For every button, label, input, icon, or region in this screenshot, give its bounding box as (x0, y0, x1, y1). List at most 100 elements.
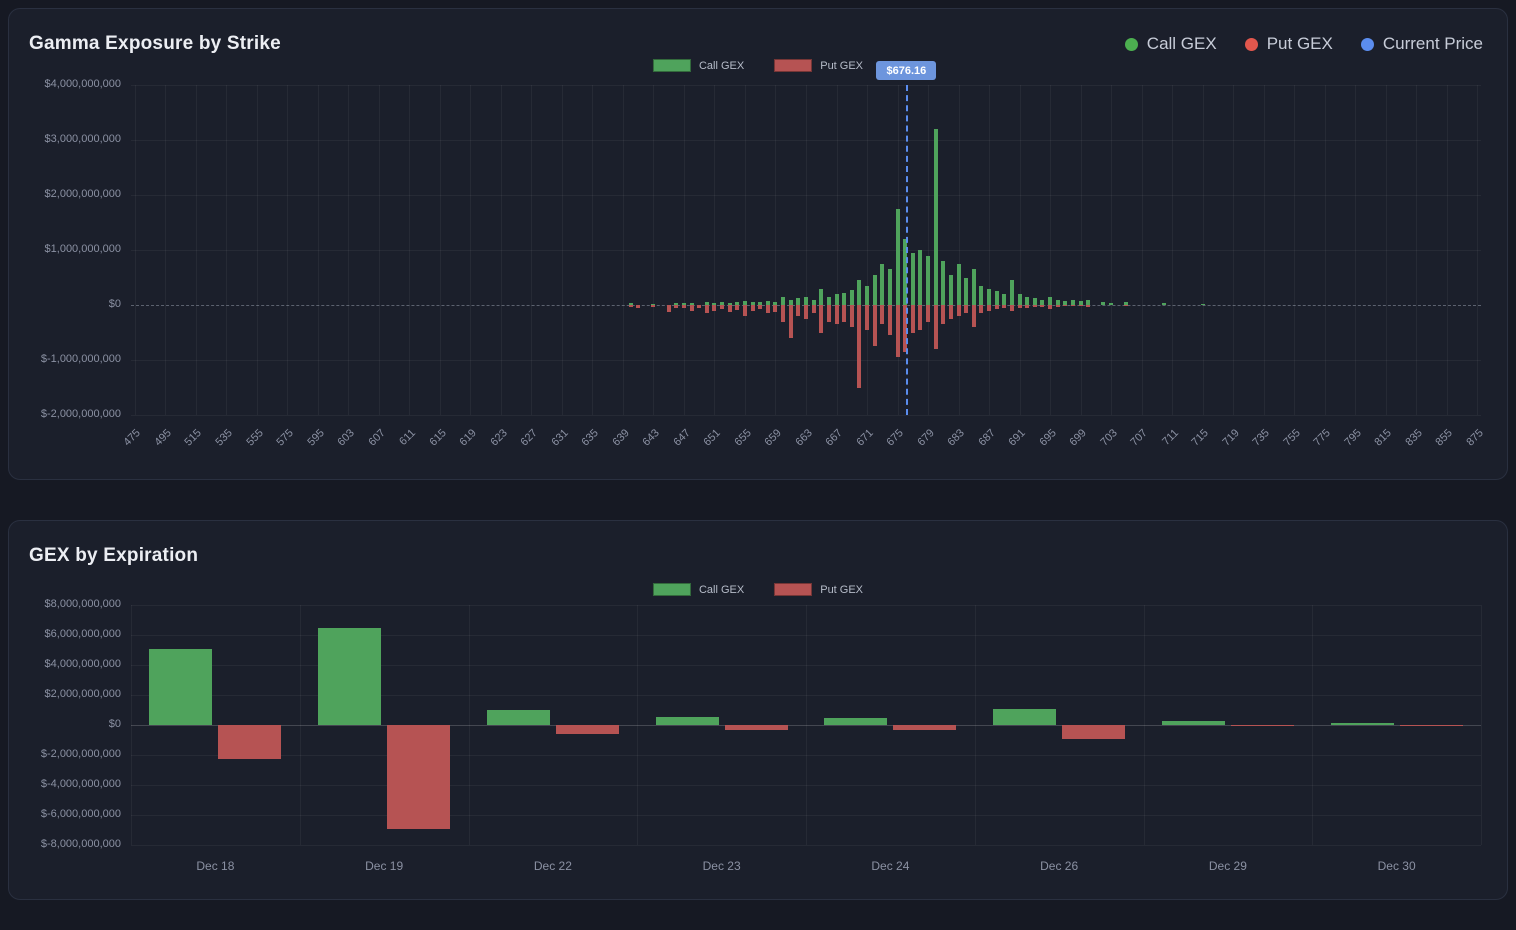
call-bar (849, 289, 854, 305)
call-bar (865, 285, 870, 305)
y-tick-label: $1,000,000,000 (44, 243, 121, 255)
x-gridline (1416, 85, 1418, 415)
put-bar (773, 305, 778, 312)
call-bar (735, 302, 740, 305)
call-bar (712, 302, 717, 305)
x-tick-label: 635 (579, 427, 601, 449)
x-tick-label: 835 (1403, 427, 1425, 449)
put-bar (628, 305, 633, 307)
x-gridline (195, 85, 197, 415)
put-bar (1078, 305, 1083, 307)
call-gex-swatch-icon[interactable] (652, 583, 691, 596)
y-tick-label: $-6,000,000,000 (40, 808, 121, 820)
put-bar (750, 305, 755, 311)
put-bar (1086, 305, 1091, 307)
expiration-panel-header: GEX by Expiration (9, 521, 1507, 567)
call-bar (910, 252, 915, 305)
call-bar (1009, 280, 1014, 305)
call-bar (1162, 303, 1167, 305)
x-tick-label: 775 (1311, 427, 1334, 449)
x-gridline (1143, 605, 1145, 845)
inner-legend-label-put[interactable]: Put GEX (820, 583, 864, 596)
y-tick-label: $8,000,000,000 (44, 598, 121, 610)
call-bar (651, 303, 656, 305)
current-price-label: $676.16 (876, 61, 937, 80)
legend-item-put-gex[interactable]: Put GEX (1244, 34, 1333, 54)
put-bar (994, 305, 999, 310)
call-bar (681, 302, 686, 305)
call-bar (933, 129, 938, 305)
put-gex-swatch-icon[interactable] (774, 59, 813, 72)
call-bar (1017, 294, 1022, 305)
gamma-exposure-by-strike-panel: Gamma Exposure by Strike Call GEX Put GE… (8, 8, 1508, 480)
call-bar (971, 269, 976, 305)
legend-item-current-price[interactable]: Current Price (1360, 34, 1483, 54)
legend-item-call-gex[interactable]: Call GEX (1124, 34, 1217, 54)
put-bar (903, 305, 908, 352)
x-tick-label: 815 (1372, 427, 1395, 449)
y-gridline (131, 140, 1481, 141)
put-bar (887, 305, 892, 336)
put-bar (636, 305, 641, 308)
call-gex-swatch-icon[interactable] (652, 59, 691, 72)
put-gex-swatch-icon[interactable] (774, 583, 813, 596)
legend-label-put-gex: Put GEX (1266, 34, 1333, 53)
put-bar (1230, 725, 1294, 726)
x-gridline (1111, 85, 1113, 415)
x-tick-label: 651 (701, 427, 723, 449)
x-gridline (299, 605, 301, 845)
expiration-chart-plot: Call GEX Put GEX $-8,000,000,000 $-6,000,… (9, 571, 1507, 889)
put-bar (842, 305, 847, 322)
x-tick-label: 575 (274, 427, 296, 449)
put-bar (788, 305, 793, 338)
x-gridline (1324, 85, 1326, 415)
inner-legend-label-call[interactable]: Call GEX (698, 59, 745, 72)
y-gridline (131, 755, 1481, 756)
x-tick-label: 855 (1433, 427, 1456, 449)
put-bar (941, 305, 946, 325)
strike-panel-header: Gamma Exposure by Strike Call GEX Put GE… (9, 9, 1507, 55)
y-tick-label: $0 (108, 718, 121, 730)
x-tick-label: 703 (1098, 427, 1120, 449)
x-gridline (1312, 605, 1314, 845)
x-tick-label: 699 (1067, 427, 1090, 449)
x-tick-label: Dec 26 (1040, 859, 1079, 873)
inner-legend-label-call[interactable]: Call GEX (698, 583, 745, 596)
put-bar (849, 305, 854, 327)
y-gridline (131, 85, 1481, 86)
call-bar (842, 292, 847, 305)
x-tick-label: Dec 22 (533, 859, 572, 873)
put-bar (918, 305, 923, 330)
call-bar (887, 269, 892, 305)
y-gridline (131, 815, 1481, 816)
x-tick-label: 623 (487, 427, 510, 449)
x-gridline (1263, 85, 1265, 415)
call-bar (655, 716, 719, 725)
x-tick-label: 659 (762, 427, 784, 449)
y-tick-label: $2,000,000,000 (44, 688, 121, 700)
call-bar (1124, 301, 1129, 305)
x-gridline (131, 605, 132, 845)
put-bar (1063, 305, 1068, 307)
x-tick-label: Dec 24 (871, 859, 910, 873)
x-gridline (226, 85, 228, 415)
call-bar (895, 208, 900, 305)
inner-legend-label-put[interactable]: Put GEX (820, 59, 864, 72)
call-bar (773, 301, 778, 305)
put-bar (1032, 305, 1037, 308)
call-bar (720, 302, 725, 305)
put-bar (218, 725, 282, 759)
x-gridline (1446, 85, 1448, 415)
call-bar (1032, 298, 1037, 305)
put-bar (666, 305, 671, 312)
x-gridline (468, 605, 470, 845)
put-bar (712, 305, 717, 311)
x-gridline (836, 85, 838, 415)
x-tick-label: 719 (1220, 427, 1242, 449)
put-bar (1048, 305, 1053, 310)
call-bar (872, 274, 877, 305)
x-gridline (1141, 85, 1143, 415)
call-bar (987, 288, 992, 305)
x-tick-label: 655 (732, 427, 754, 449)
put-bar (1062, 725, 1126, 740)
